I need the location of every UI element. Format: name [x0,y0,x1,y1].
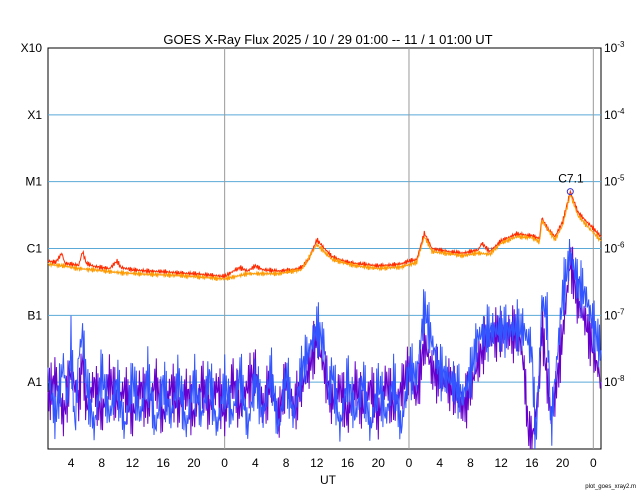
left-class-labels: X10 X1 M1 C1 B1 A1 [21,41,43,389]
x-tick-label-6: 4 [252,456,259,470]
series-line-2 [47,246,602,450]
right-label-0: 10-3 [604,40,625,55]
right-label-1: 10-4 [604,107,625,122]
x-axis-label: UT [320,473,337,487]
right-flux-labels: 10-3 10-4 10-5 10-6 10-7 10-8 [604,40,625,389]
peak-label: C7.1 [558,172,584,186]
footer-filename: plot_goes_xray2.m [585,484,636,490]
x-tick-label-14: 12 [494,456,508,470]
left-label-x10: X10 [21,41,43,55]
left-label-m1: M1 [25,175,42,189]
left-label-c1: C1 [27,242,43,256]
right-label-2: 10-5 [604,174,625,189]
left-label-a1: A1 [27,375,42,389]
left-label-x1: X1 [27,108,42,122]
x-tick-label-10: 20 [372,456,386,470]
right-label-5: 10-8 [604,374,625,389]
x-tick-label-12: 4 [436,456,443,470]
series-line-0 [47,189,602,280]
x-tick-label-15: 16 [525,456,539,470]
x-tick-label-1: 8 [98,456,105,470]
x-tick-label-2: 12 [126,456,140,470]
chart-title: GOES X-Ray Flux 2025 / 10 / 29 01:00 -- … [163,32,492,47]
peak-annotation: C7.1 [558,172,584,196]
x-tick-label-0: 4 [68,456,75,470]
x-tick-label-9: 16 [341,456,355,470]
x-tick-label-3: 16 [157,456,171,470]
x-tick-label-11: 0 [406,456,413,470]
x-tick-label-17: 0 [590,456,597,470]
series-group [47,189,602,450]
right-label-3: 10-6 [604,241,625,256]
x-tick-label-7: 8 [283,456,290,470]
x-tick-label-16: 20 [556,456,570,470]
x-tick-label-5: 0 [221,456,228,470]
x-tick-labels: 4 8 12 16 20 0 4 8 12 16 20 0 4 8 12 16 20 0 [68,456,597,470]
x-tick-label-13: 8 [467,456,474,470]
x-tick-label-8: 12 [310,456,324,470]
left-label-b1: B1 [27,308,42,322]
right-label-4: 10-7 [604,307,625,322]
x-tick-label-4: 20 [187,456,201,470]
series-line-3 [47,238,602,450]
peak-marker [566,188,574,196]
series-line-1 [47,193,602,282]
